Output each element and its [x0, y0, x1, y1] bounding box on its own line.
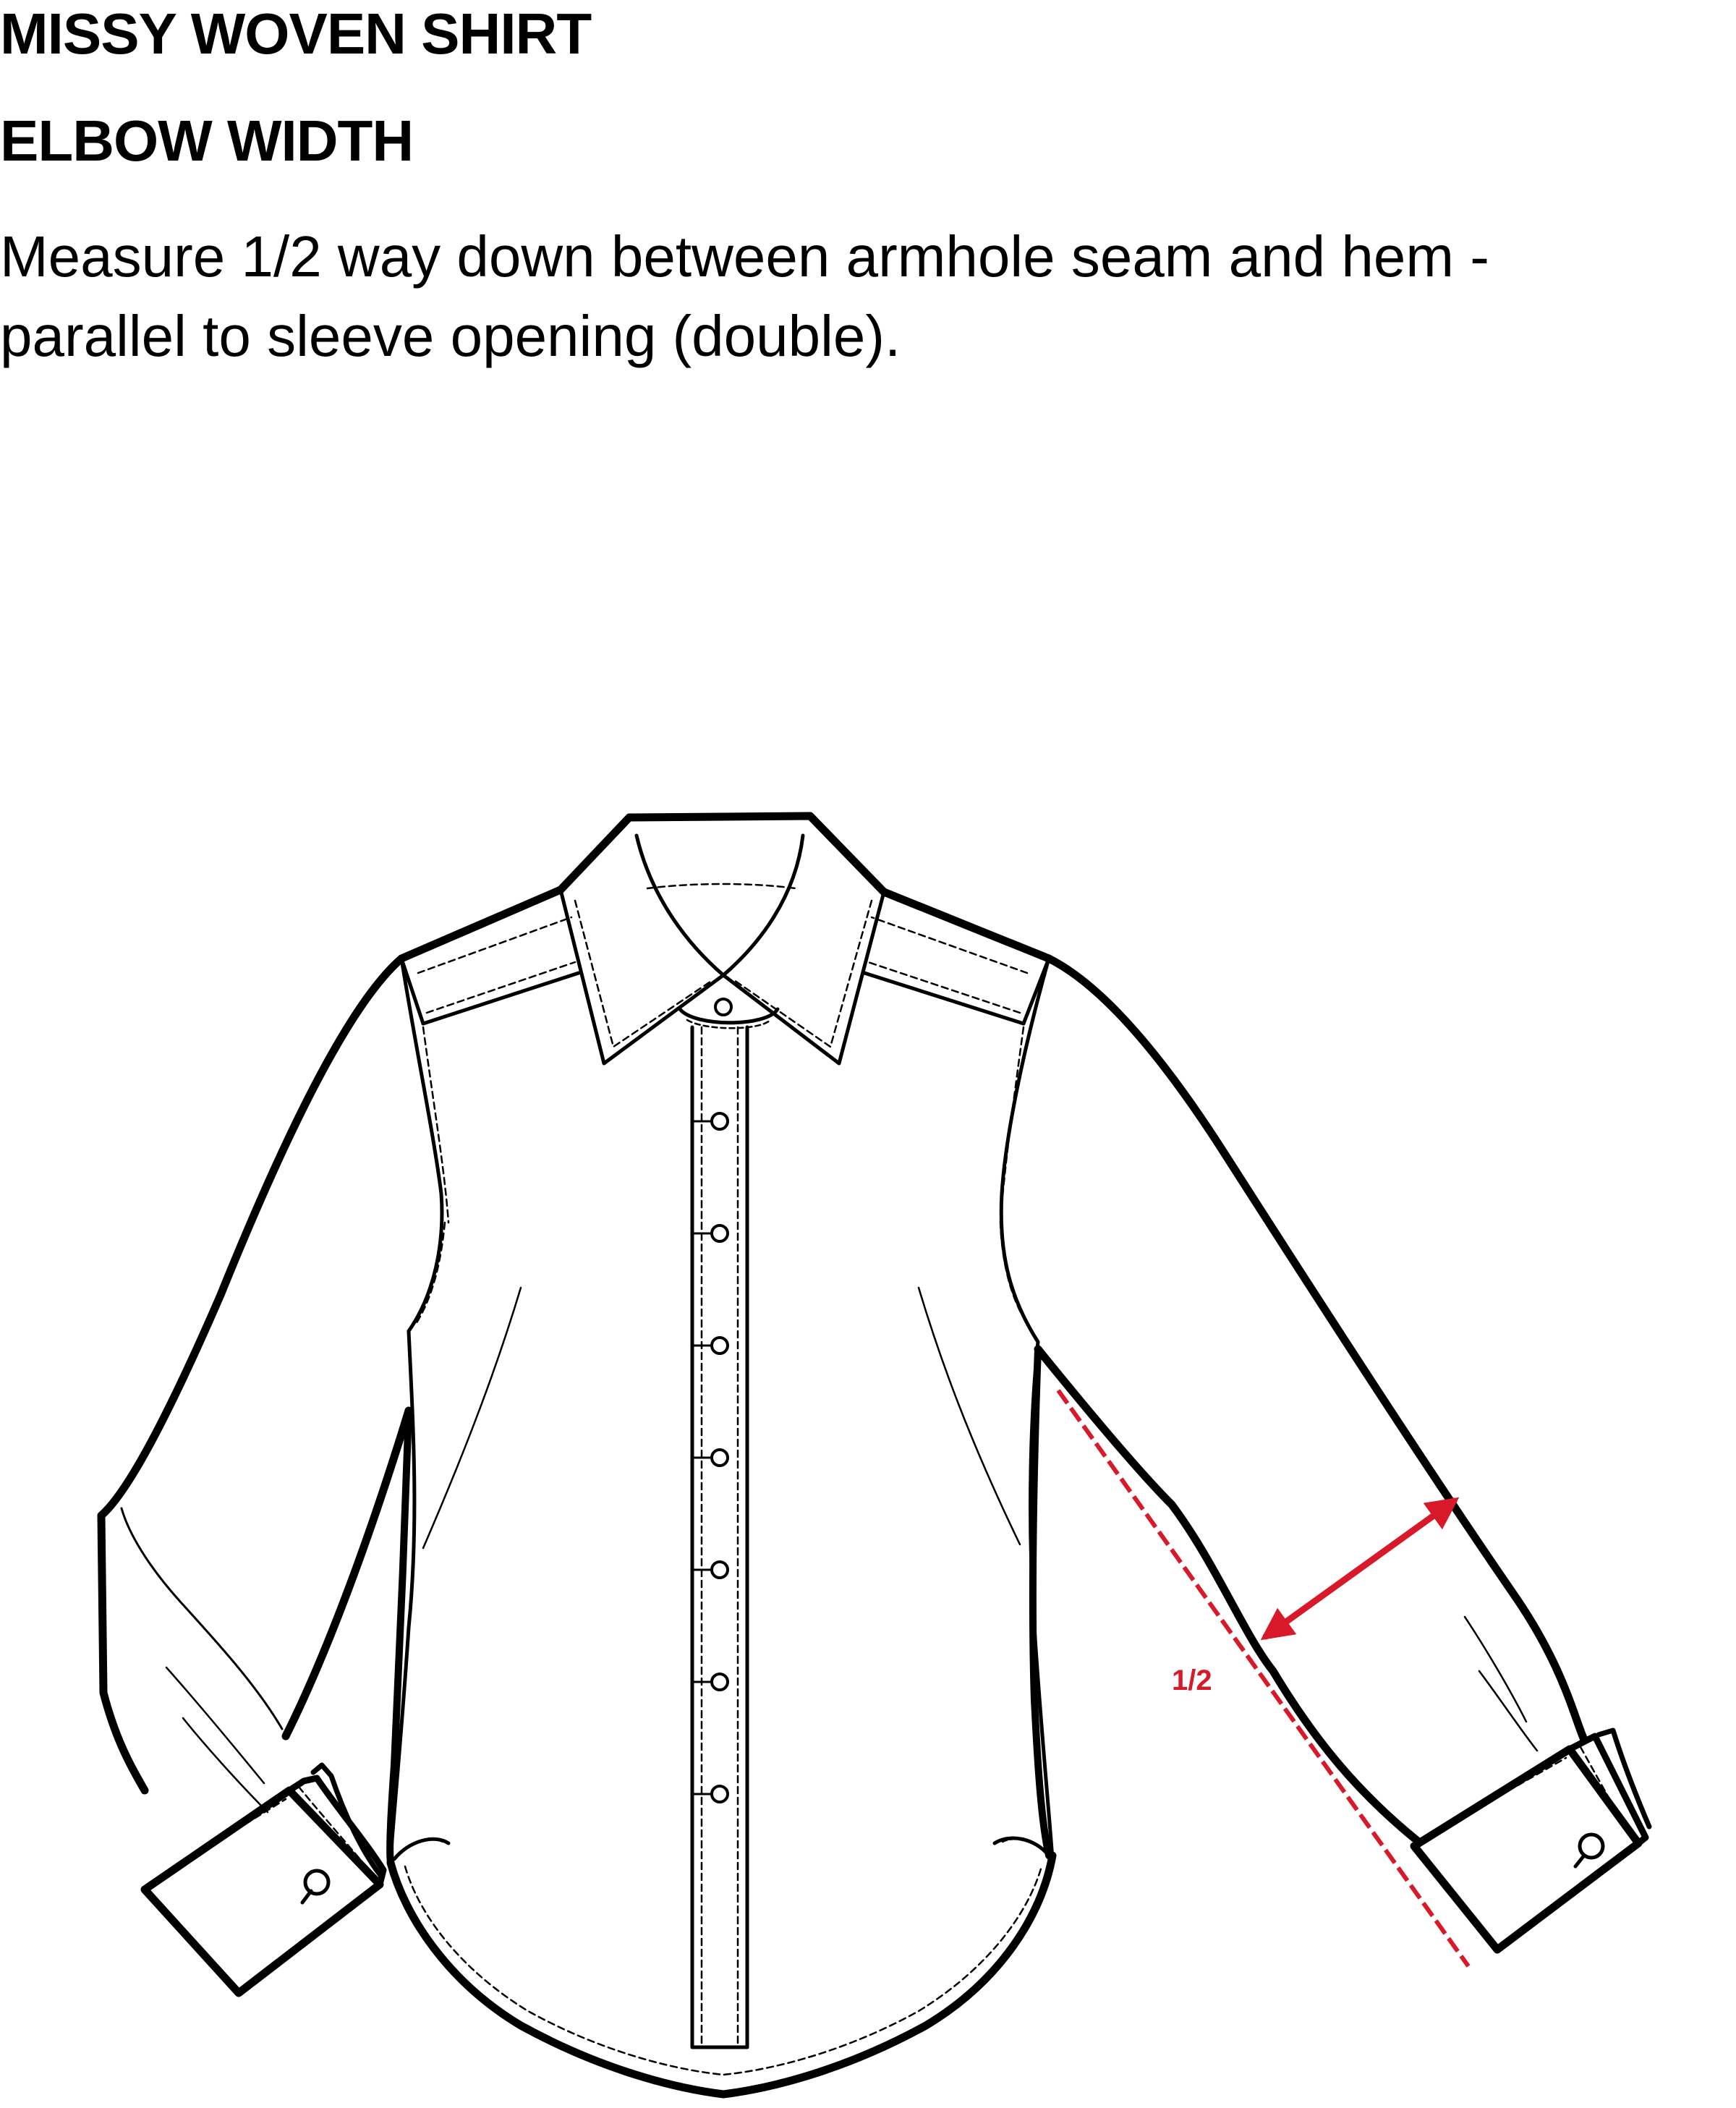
left-sleeve-fold-line	[120, 1507, 284, 1730]
measurement-instruction: Measure 1/2 way down between armhole sea…	[0, 217, 1664, 376]
right-sleeve-gather-line-1	[1463, 1615, 1528, 1723]
right-sleeve-gather-line-2	[1478, 1670, 1539, 1752]
measurement-name: ELBOW WIDTH	[0, 109, 414, 173]
right-yoke-seam	[862, 971, 1026, 1026]
body-left-edge	[386, 1407, 412, 1866]
right-cuff-fold-back	[1566, 1733, 1649, 1847]
right-cuff-stitch	[1422, 1746, 1633, 1840]
placket-button-1	[710, 1112, 729, 1131]
left-cuff	[140, 1762, 387, 1997]
left-dart	[422, 1286, 522, 1550]
placket-button-3	[710, 1336, 729, 1355]
elbow-width-arrow	[1260, 1497, 1460, 1641]
left-sleeve-gather-line-1	[165, 1666, 265, 1785]
left-sleeve-gather-line-2	[182, 1717, 269, 1814]
right-cuff-outline	[1410, 1745, 1643, 1954]
right-side-seam	[999, 956, 1055, 1861]
right-sleeve-outer-edge	[1044, 954, 1588, 1744]
half-mark-label: 1/2	[1172, 1665, 1212, 1696]
placket-button-5	[710, 1560, 729, 1579]
right-cuff	[1410, 1727, 1652, 1954]
left-cuff-stitch	[152, 1785, 375, 1882]
collar-right-point	[721, 890, 886, 1066]
shirt-hem	[386, 1851, 1057, 2099]
collar-stand-front	[678, 1007, 780, 1025]
body-right-edge	[1029, 1346, 1052, 1859]
shirt-body	[386, 956, 1057, 2099]
instruction-line-1: Measure 1/2 way down between armhole sea…	[0, 224, 1489, 289]
placket-button-7	[710, 1785, 729, 1803]
right-cuff-button-icon	[1578, 1832, 1605, 1860]
collar-stand-back	[556, 812, 888, 896]
left-cuff-placket	[310, 1762, 385, 1880]
right-shoulder-line	[880, 888, 1053, 963]
right-sleeve-inner-edge	[1034, 1345, 1422, 1845]
page-title: MISSY WOVEN SHIRT	[0, 1, 592, 66]
half-sleeve-guide-line	[1056, 1389, 1471, 1968]
collar-back-neck	[634, 833, 805, 977]
right-cuff-placket	[1596, 1727, 1652, 1829]
collar-button	[714, 998, 733, 1016]
instruction-line-2: parallel to sleeve opening (double).	[0, 304, 901, 368]
left-shoulder-line	[397, 885, 565, 963]
collar	[556, 812, 888, 1066]
left-cuff-button-icon	[303, 1869, 331, 1896]
left-side-seam	[388, 956, 444, 1861]
left-sleeve	[97, 954, 413, 1814]
right-dart	[917, 1286, 1021, 1546]
left-sleeve-inner-edge	[281, 1406, 413, 1741]
left-yoke-seam	[421, 971, 581, 1026]
yoke	[397, 885, 1053, 1026]
hem-stitch	[404, 1865, 1043, 2076]
elbow-measurement: 1/2	[1056, 1389, 1471, 1968]
placket-button-6	[710, 1673, 729, 1691]
placket-button-4	[710, 1448, 729, 1467]
right-sleeve	[1034, 954, 1588, 1845]
button-placket	[690, 1025, 749, 2049]
left-sleeve-outer-edge	[97, 954, 406, 1795]
collar-left-point	[558, 888, 726, 1066]
placket-button-2	[710, 1224, 729, 1243]
